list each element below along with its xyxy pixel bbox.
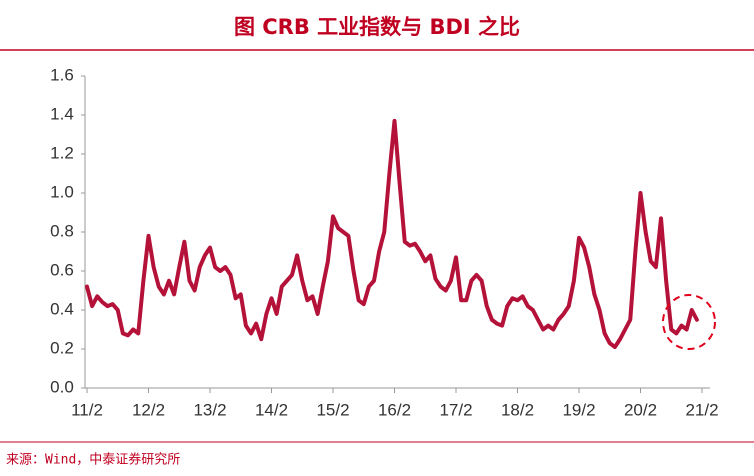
x-tick-label: 14/2 [255, 400, 288, 419]
y-tick-label: 0.4 [50, 299, 74, 318]
x-tick-label: 15/2 [316, 400, 349, 419]
x-tick-label: 16/2 [378, 400, 411, 419]
y-tick-label: 0.2 [50, 338, 74, 357]
x-tick-label: 21/2 [685, 400, 718, 419]
y-tick-label: 1.4 [50, 104, 74, 123]
source: 来源：Wind，中泰证券研究所 [6, 452, 180, 468]
y-tick-label: 1.2 [50, 143, 74, 162]
highlight-circle [662, 294, 716, 350]
line [85, 118, 699, 350]
y-tick-label: 0.6 [50, 260, 74, 279]
x-tick-label: 18/2 [501, 400, 534, 419]
y-tick-label: 1.6 [50, 65, 74, 84]
x-tick-label: 19/2 [562, 400, 595, 419]
x-tick-label: 17/2 [439, 400, 472, 419]
y-tick-label: 0.0 [50, 377, 74, 396]
x-tick-label: 13/2 [193, 400, 226, 419]
y-tick-label: 0.8 [50, 221, 74, 240]
chart-title: 图 CRB 工业指数与 BDI 之比 [234, 15, 520, 39]
y-tick-label: 1.0 [50, 182, 74, 201]
x-tick-label: 11/2 [71, 400, 103, 419]
x-tick-label: 12/2 [132, 400, 165, 419]
x-tick-label: 20/2 [624, 400, 657, 419]
